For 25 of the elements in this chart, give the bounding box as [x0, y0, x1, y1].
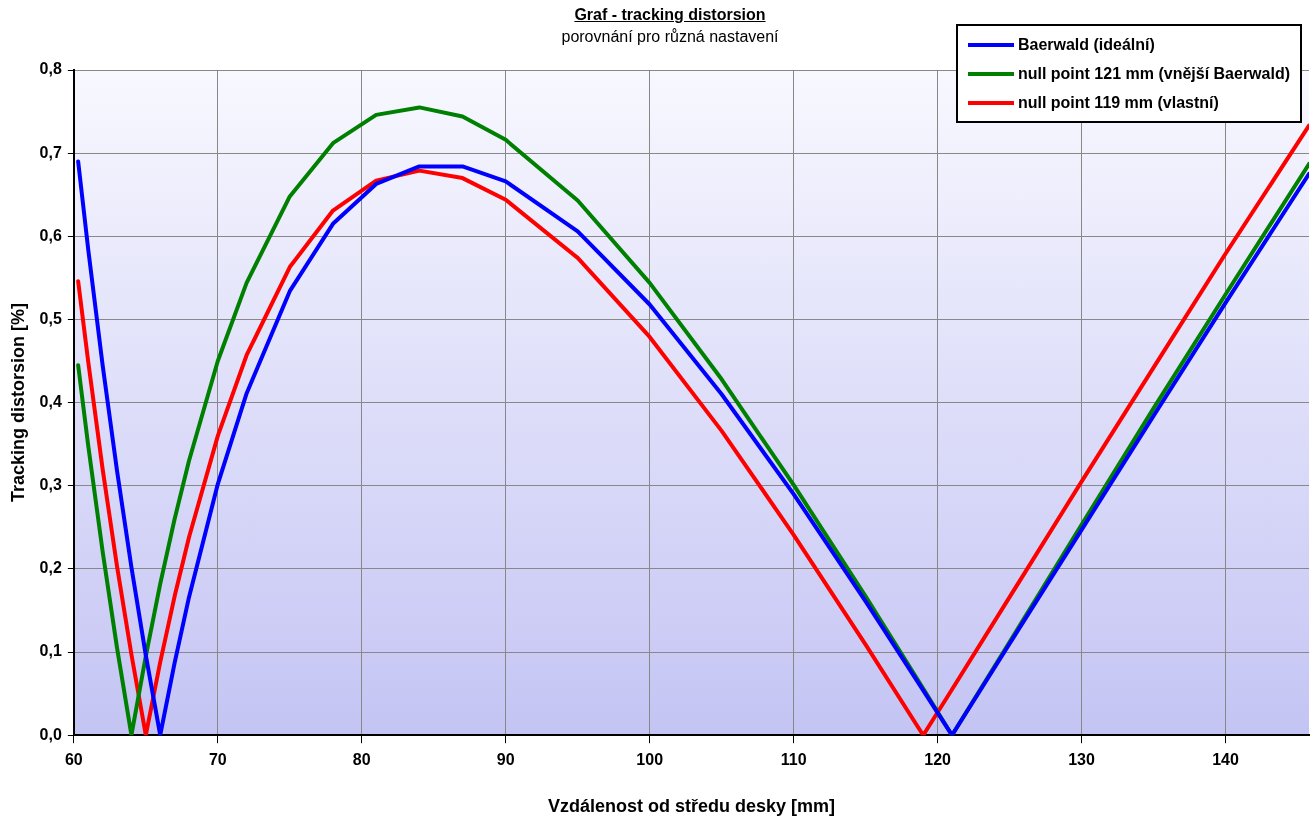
x-tick-label: 60 [64, 751, 83, 769]
x-tick-label: 130 [1068, 751, 1095, 769]
legend-label: null point 121 mm (vnější Baerwald) [1017, 64, 1290, 83]
x-tick-label: 90 [496, 751, 515, 769]
x-tick-label: 120 [924, 751, 952, 769]
x-tick-label: 70 [208, 751, 227, 769]
y-tick-label: 0,6 [39, 226, 62, 244]
y-tick-label: 0,3 [39, 476, 62, 494]
chart-subtitle: porovnání pro různá nastavení [560, 28, 780, 46]
y-tick-label: 0,5 [39, 309, 62, 327]
legend-label: Baerwald (ideální) [1017, 35, 1155, 54]
x-axis-title: Vzdálenost od středu desky [mm] [547, 796, 835, 817]
legend-label: null point 119 mm (vlastní) [1017, 93, 1219, 112]
y-tick-label: 0,4 [39, 393, 62, 411]
y-axis-title: Tracking distorsion [%] [7, 303, 28, 503]
y-tick-label: 0,7 [39, 143, 62, 161]
y-tick-label: 0,8 [39, 60, 62, 78]
chart-title: Graf - tracking distorsion [573, 6, 767, 24]
y-tick-label: 0,1 [39, 642, 62, 660]
y-tick-label: 0,0 [39, 725, 62, 743]
x-tick-label: 110 [780, 751, 807, 769]
x-tick-label: 140 [1212, 751, 1239, 769]
y-tick-label: 0,2 [39, 559, 62, 577]
x-tick-label: 100 [636, 751, 664, 769]
x-tick-label: 80 [352, 751, 371, 769]
